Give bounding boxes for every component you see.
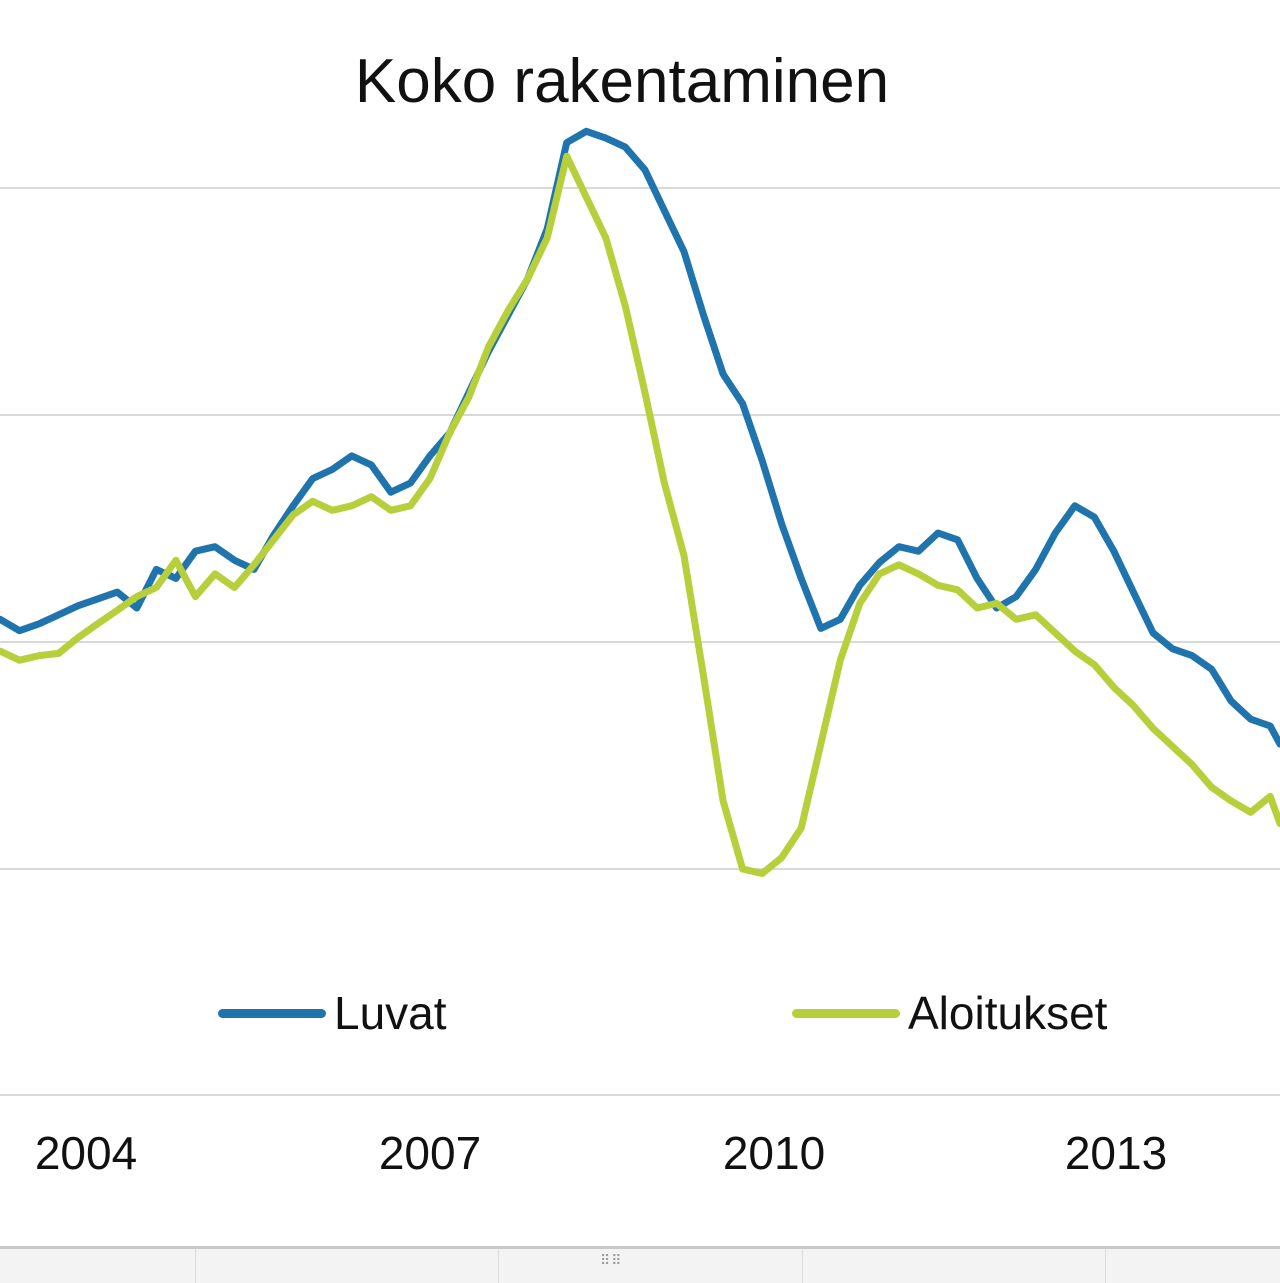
legend-label-aloitukset: Aloitukset bbox=[908, 987, 1108, 1039]
column-divider bbox=[1105, 1249, 1106, 1283]
legend-item-aloitukset[interactable]: Aloitukset bbox=[792, 987, 1108, 1039]
x-tick-label: 2004 bbox=[34, 1127, 138, 1179]
column-divider bbox=[195, 1249, 196, 1283]
sheet-bottom-bar: ⠿⠿ bbox=[0, 1246, 1280, 1283]
resize-grip-icon[interactable]: ⠿⠿ bbox=[600, 1253, 623, 1269]
column-divider bbox=[802, 1249, 803, 1283]
x-tick-label: 2010 bbox=[722, 1127, 826, 1179]
column-divider bbox=[498, 1249, 499, 1283]
series-line-aloitukset[interactable] bbox=[0, 152, 1280, 877]
x-axis-line bbox=[0, 1094, 1280, 1096]
chart-title: Koko rakentaminen bbox=[354, 47, 890, 116]
x-tick-label: 2013 bbox=[1064, 1127, 1168, 1179]
legend-label-luvat: Luvat bbox=[334, 987, 447, 1039]
series-line-luvat[interactable] bbox=[0, 127, 1280, 748]
legend-item-luvat[interactable]: Luvat bbox=[218, 987, 447, 1039]
legend-swatch-aloitukset bbox=[792, 1008, 900, 1018]
x-tick-label: 2007 bbox=[378, 1127, 482, 1179]
legend-swatch-luvat bbox=[218, 1008, 326, 1018]
